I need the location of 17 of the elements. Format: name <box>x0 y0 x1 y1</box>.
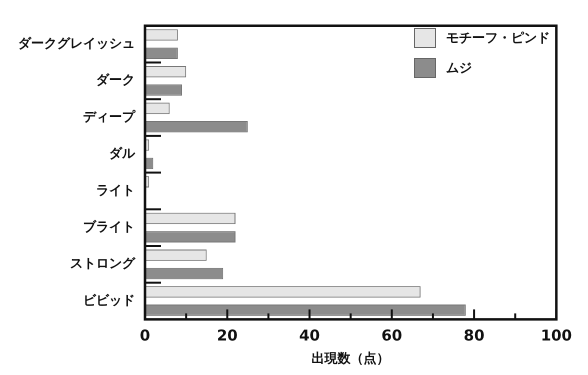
y-tick-label: ブライト <box>83 219 135 236</box>
x-tick-label: 80 <box>464 326 485 344</box>
x-tick-label: 0 <box>140 326 150 344</box>
x-tick-label: 40 <box>299 326 320 344</box>
y-tick-label: ストロング <box>70 256 136 272</box>
x-tick-label: 100 <box>540 326 572 344</box>
legend-label: ムジ <box>446 60 472 77</box>
x-axis-title: 出現数（点） <box>312 350 390 367</box>
y-tick-label: ビビッド <box>83 293 135 308</box>
y-tick-label: ダークグレイッシュ <box>18 36 135 52</box>
y-tick-label: ディープ <box>83 108 136 125</box>
y-tick-label: ダーク <box>96 73 135 88</box>
y-tick-label: ダル <box>109 146 136 162</box>
legend-label: モチーフ・ピンド <box>446 30 550 47</box>
x-tick-label: 20 <box>216 326 238 344</box>
y-tick-label: ライト <box>96 183 135 198</box>
x-tick-label: 60 <box>381 326 402 344</box>
